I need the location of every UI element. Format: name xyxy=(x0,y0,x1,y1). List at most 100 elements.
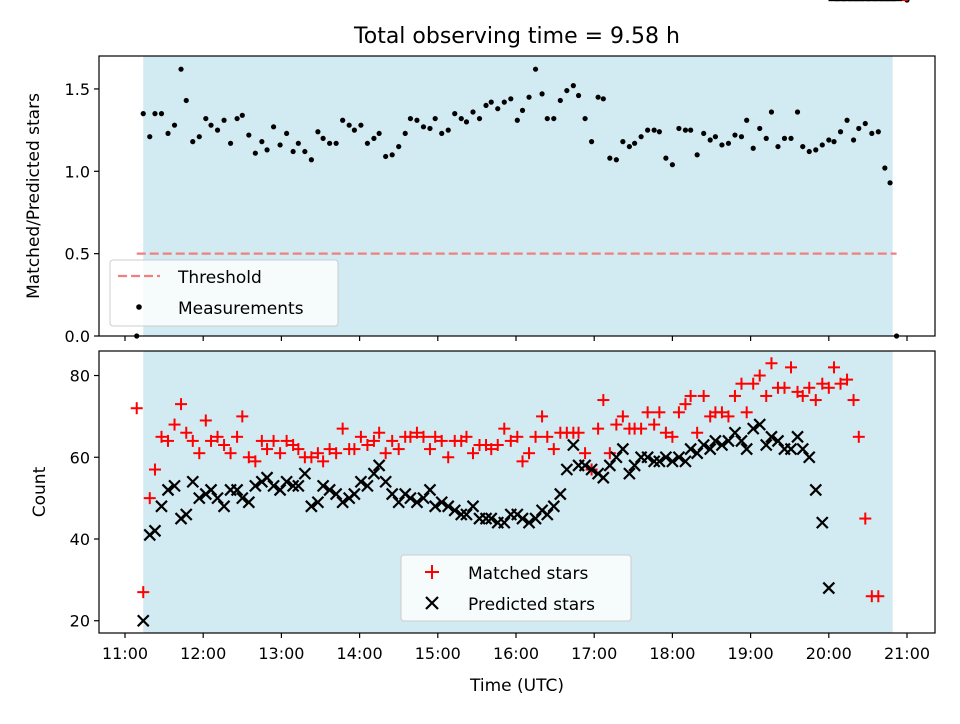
predicted-star-point xyxy=(367,467,381,480)
measurement-point xyxy=(744,117,750,123)
top-y-tick-label: 1.0 xyxy=(65,162,90,181)
predicted-star-point xyxy=(560,463,574,476)
matched-star-point xyxy=(635,422,648,435)
matched-star-point xyxy=(572,426,585,439)
matched-star-point xyxy=(280,434,293,447)
matched-star-point xyxy=(529,430,542,443)
matched-star-point xyxy=(653,406,666,419)
matched-star-point xyxy=(255,434,268,447)
predicted-star-point xyxy=(479,512,493,525)
matched-star-point xyxy=(311,447,324,460)
predicted-star-point xyxy=(211,491,224,505)
matched-star-point xyxy=(747,377,760,390)
measurement-point xyxy=(333,140,339,146)
measurement-point xyxy=(196,134,202,140)
matched-star-point xyxy=(373,426,386,439)
matched-star-point xyxy=(274,447,287,460)
matched-star-point xyxy=(597,394,610,407)
measurement-point xyxy=(458,115,464,122)
predicted-star-point xyxy=(242,495,256,509)
measurement-point xyxy=(308,157,314,163)
measurement-point xyxy=(389,152,395,158)
predicted-star-point xyxy=(249,479,262,493)
matched-star-point xyxy=(735,377,748,390)
top-y-tick-label: 0.0 xyxy=(65,327,90,346)
predicted-star-point xyxy=(204,483,218,497)
bottom-legend: Matched stars Predicted stars xyxy=(400,554,632,622)
predicted-star-point xyxy=(728,426,742,440)
matched-star-point xyxy=(267,434,280,447)
measurement-point xyxy=(800,143,806,150)
measurement-point xyxy=(781,135,788,141)
predicted-star-point xyxy=(466,500,480,513)
predicted-star-point xyxy=(484,512,498,525)
measurement-point xyxy=(595,94,601,100)
matched-star-points xyxy=(130,0,908,603)
predicted-star-point xyxy=(186,475,200,489)
bottom-x-axis-ticks: 11:00 12:00 13:00 14:00 15:00 16:00 17:00 18:00… xyxy=(102,633,930,663)
matched-star-point xyxy=(361,439,374,451)
predicted-star-point xyxy=(809,483,823,497)
matched-star-point xyxy=(386,434,399,447)
predicted-star-point xyxy=(802,450,816,464)
matched-star-point xyxy=(715,406,728,419)
predicted-star-point xyxy=(746,422,760,435)
predicted-star-point xyxy=(554,487,567,501)
measurement-point xyxy=(831,139,837,145)
x-tick-label: 20:00 xyxy=(806,644,852,663)
measurement-point xyxy=(214,127,221,133)
matched-star-point xyxy=(423,443,436,456)
predicted-star-point xyxy=(497,516,511,529)
measurement-point xyxy=(738,134,745,140)
predicted-star-point xyxy=(735,434,748,448)
measurement-point xyxy=(315,129,321,135)
measurement-point xyxy=(432,115,438,122)
top-y-tick-label: 0.5 xyxy=(65,245,90,264)
matched-star-point xyxy=(859,512,872,525)
predicted-star-point xyxy=(280,475,293,489)
measurement-point xyxy=(626,143,632,150)
measurement-point xyxy=(371,135,377,141)
predicted-star-point xyxy=(666,455,679,468)
measurement-point xyxy=(340,117,346,123)
matched-star-point xyxy=(336,422,349,435)
measurement-point xyxy=(140,111,146,117)
measurement-point xyxy=(252,150,258,156)
measurement-point xyxy=(844,117,850,123)
measurement-point xyxy=(147,134,153,140)
predicted-star-point xyxy=(292,479,305,493)
measurement-point xyxy=(532,66,539,72)
matched-star-point xyxy=(429,430,442,443)
measurement-point xyxy=(495,106,501,112)
bottom-y-tick-label: 80 xyxy=(70,367,90,386)
measurement-point xyxy=(234,115,240,122)
measurement-point xyxy=(732,132,738,138)
predicted-star-point xyxy=(822,581,836,595)
matched-star-point xyxy=(847,394,860,407)
matched-star-point xyxy=(442,451,455,464)
predicted-star-point xyxy=(628,459,641,472)
predicted-star-point xyxy=(329,487,343,501)
predicted-star-point xyxy=(529,512,542,525)
measurement-point xyxy=(768,109,775,115)
predicted-star-point xyxy=(641,450,654,464)
predicted-star-point xyxy=(765,430,778,444)
bottom-y-tick-label: 40 xyxy=(70,530,90,549)
predicted-star-point xyxy=(273,483,287,497)
matched-star-point xyxy=(410,426,423,439)
measurement-point xyxy=(813,147,819,153)
measurement-point xyxy=(470,109,476,115)
top-y-tick-label: 1.5 xyxy=(65,80,90,99)
measurement-point xyxy=(270,124,277,130)
matched-star-point xyxy=(236,410,249,423)
matched-star-point xyxy=(323,443,336,456)
matched-star-point xyxy=(516,455,529,468)
matched-star-point xyxy=(137,586,150,599)
matched-star-point xyxy=(379,447,392,460)
x-tick-label: 21:00 xyxy=(884,644,930,663)
matched-star-point xyxy=(666,430,679,443)
measurement-point xyxy=(638,134,644,140)
measurement-point xyxy=(414,117,420,123)
